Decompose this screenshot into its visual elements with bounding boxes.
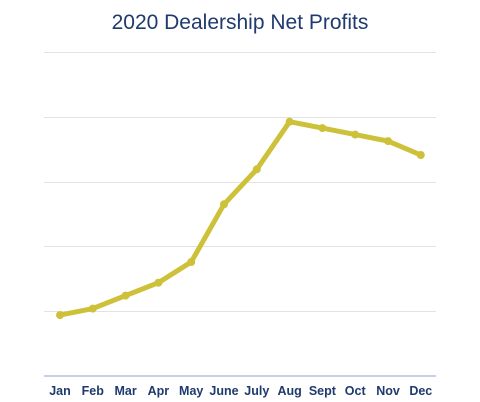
data-point-june [220, 200, 228, 209]
x-tick-label: Apr [148, 384, 170, 398]
data-point-may [187, 258, 196, 266]
series-layer [56, 117, 425, 320]
data-point-dec [416, 151, 425, 159]
x-tick-label: Aug [277, 384, 301, 398]
x-tick-label: Dec [409, 384, 432, 398]
x-tick-label: July [244, 384, 269, 398]
x-tick-label: June [209, 384, 238, 398]
x-tick-label: Jan [49, 384, 71, 398]
x-axis-ticks: Jan Feb Mar Apr May June July Aug Sept Oct Nov Dec [49, 384, 432, 398]
data-point-oct [351, 130, 360, 139]
x-tick-label: Nov [376, 384, 400, 398]
x-tick-label: Sept [309, 384, 337, 398]
data-point-july [252, 165, 261, 174]
data-point-feb [88, 304, 97, 313]
data-point-apr [154, 278, 163, 287]
data-point-jan [56, 311, 64, 320]
x-tick-label: Mar [114, 384, 136, 398]
series-line [57, 119, 424, 318]
x-tick-label: May [179, 384, 203, 398]
x-tick-label: Oct [345, 384, 367, 398]
data-point-aug [285, 117, 294, 126]
x-tick-label: Feb [82, 384, 105, 398]
gridlines [44, 52, 436, 377]
data-point-mar [121, 291, 130, 300]
data-point-nov [384, 137, 392, 146]
chart-title: 2020 Dealership Net Profits [112, 11, 369, 34]
data-point-sept [318, 124, 327, 133]
